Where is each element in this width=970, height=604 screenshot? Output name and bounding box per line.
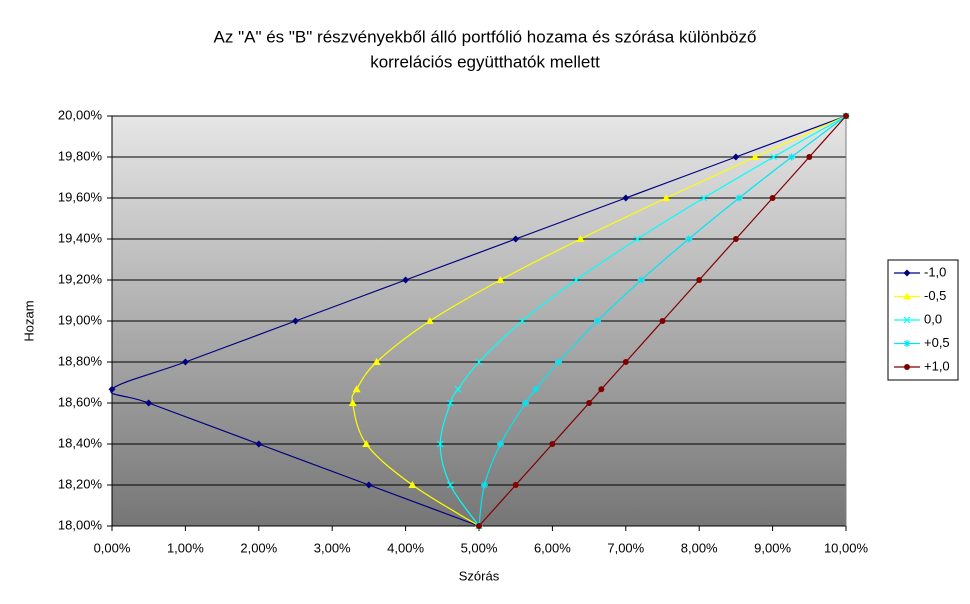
legend-label: 0,0 <box>924 311 942 326</box>
data-point <box>522 399 530 407</box>
data-point <box>622 194 630 202</box>
data-point <box>806 154 813 160</box>
y-tick-label: 18,80% <box>58 353 103 368</box>
data-point <box>446 399 454 407</box>
series-line <box>478 115 847 527</box>
x-tick-label: 3,00% <box>314 540 351 555</box>
x-tick-label: 1,00% <box>167 540 204 555</box>
data-point <box>586 400 593 406</box>
data-point <box>634 235 641 243</box>
legend-label: +0,5 <box>924 335 950 350</box>
data-point <box>512 482 519 488</box>
x-tick-label: 6,00% <box>534 540 571 555</box>
data-point <box>475 358 483 366</box>
data-point <box>348 399 357 406</box>
data-point <box>496 440 504 448</box>
data-point <box>362 440 371 447</box>
data-point <box>352 385 361 393</box>
y-tick-label: 20,00% <box>58 107 103 122</box>
data-point <box>255 440 263 448</box>
x-tick-label: 2,00% <box>240 540 277 555</box>
data-point <box>408 481 417 488</box>
x-tick-label: 8,00% <box>681 540 718 555</box>
y-tick-label: 18,60% <box>58 394 103 409</box>
legend-marker <box>903 292 911 300</box>
legend-marker <box>903 316 911 324</box>
legend-label: -0,5 <box>924 288 946 303</box>
data-point <box>181 358 189 366</box>
data-point <box>518 317 526 325</box>
data-point <box>593 317 601 325</box>
data-point <box>145 399 153 407</box>
y-tick-label: 19,60% <box>58 189 103 204</box>
data-point <box>576 235 585 242</box>
data-point <box>637 276 645 284</box>
data-point <box>735 194 743 202</box>
x-tick-label: 5,00% <box>461 540 498 555</box>
data-point <box>769 195 776 201</box>
data-point <box>662 194 671 201</box>
x-tick-label: 4,00% <box>387 540 424 555</box>
data-point <box>700 194 708 202</box>
x-tick-label: 7,00% <box>607 540 644 555</box>
series-line <box>110 115 847 527</box>
y-axis-title: Hozam <box>21 300 36 341</box>
data-point <box>532 385 540 393</box>
data-point <box>372 358 381 365</box>
data-point <box>751 153 760 160</box>
legend-marker <box>904 364 910 370</box>
data-point <box>696 277 703 283</box>
data-point <box>622 359 629 365</box>
data-point <box>108 385 116 393</box>
x-axis-title: Szórás <box>459 568 500 583</box>
data-point <box>512 235 520 243</box>
legend-label: +1,0 <box>924 358 950 373</box>
data-point <box>598 386 605 393</box>
y-tick-label: 18,00% <box>58 517 103 532</box>
x-tick-label: 10,00% <box>824 540 869 555</box>
data-point <box>436 440 444 448</box>
data-point <box>549 441 556 447</box>
chart-title: korrelációs együtthatók mellett <box>370 52 600 71</box>
y-tick-label: 19,00% <box>58 312 103 327</box>
data-point <box>454 385 462 393</box>
data-point <box>496 276 505 283</box>
y-tick-label: 19,20% <box>58 271 103 286</box>
data-point <box>402 276 410 284</box>
data-point <box>788 153 796 161</box>
data-point <box>554 358 562 366</box>
data-point <box>770 153 778 161</box>
data-point <box>476 523 482 529</box>
data-point <box>446 481 454 489</box>
y-tick-label: 18,20% <box>58 476 103 491</box>
data-point <box>365 481 373 489</box>
x-tick-label: 0,00% <box>94 540 131 555</box>
data-point <box>659 318 666 324</box>
x-tick-label: 9,00% <box>754 540 791 555</box>
data-point <box>843 113 849 119</box>
y-tick-label: 18,40% <box>58 435 103 450</box>
data-point <box>732 153 740 161</box>
data-point <box>685 235 693 243</box>
legend-marker <box>903 269 911 277</box>
data-point <box>425 317 434 324</box>
y-tick-label: 19,40% <box>58 230 103 245</box>
data-point <box>732 236 739 242</box>
data-point <box>292 317 299 325</box>
chart-title: Az "A" és "B" részvényekből álló portfól… <box>214 27 757 46</box>
y-tick-label: 19,80% <box>58 148 103 163</box>
data-point <box>572 276 580 284</box>
legend-label: -1,0 <box>924 264 946 279</box>
legend-marker <box>903 340 911 347</box>
data-point <box>480 481 488 489</box>
